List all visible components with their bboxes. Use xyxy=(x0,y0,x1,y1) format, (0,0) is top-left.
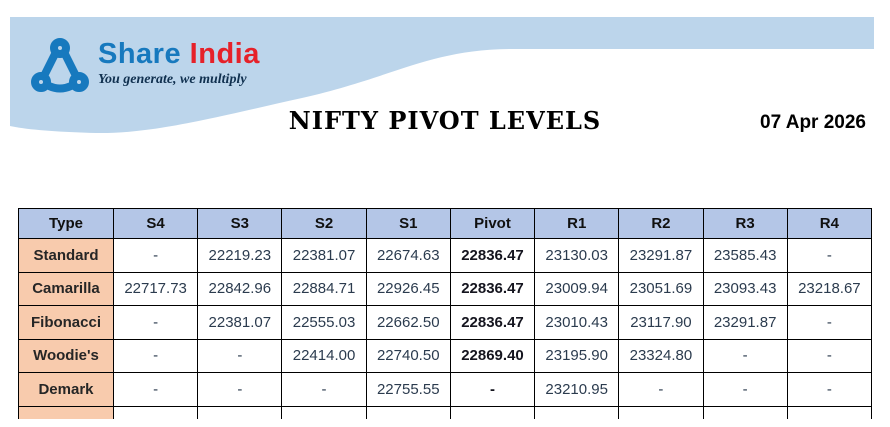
table-row: Demark - - -22755.55-23210.95- - - xyxy=(18,372,873,407)
table-head: Type S4 S3 S2 S1 Pivot R1 R2 R3 R4 xyxy=(18,208,873,239)
brand-tagline: You generate, we multiply xyxy=(98,72,247,87)
brand-name-india: India xyxy=(189,38,260,70)
row-label: Standard xyxy=(18,238,114,273)
row-label: Demark xyxy=(18,372,114,407)
table-row: Fibonacci -22381.07 22555.03 22662.50 22836.… xyxy=(18,305,873,340)
column-header: S1 xyxy=(365,208,451,239)
brand-name-share: Share xyxy=(98,38,182,70)
value-cell: - xyxy=(112,372,199,407)
truncated-cell xyxy=(534,405,620,419)
value-cell: - xyxy=(786,305,873,340)
truncated-cell xyxy=(197,405,283,419)
value-cell: 22842.96 xyxy=(197,271,283,306)
value-cell: - xyxy=(112,305,199,340)
value-cell: - xyxy=(786,372,873,407)
brand-name: Share India xyxy=(98,40,260,69)
share-india-knot-icon xyxy=(31,38,89,93)
column-header: R2 xyxy=(618,208,704,239)
value-cell: 22717.73 xyxy=(112,271,199,306)
pivot-table: Type S4 S3 S2 S1 Pivot R1 R2 R3 R4 Standard -22219… xyxy=(18,208,873,419)
value-cell: 23291.87 xyxy=(618,238,704,273)
pivot-value-cell: 22836.47 xyxy=(449,305,536,340)
brand-text: Share India You generate, we multiply xyxy=(98,36,260,88)
value-cell: 22381.07 xyxy=(281,238,367,273)
value-cell: 23585.43 xyxy=(702,238,788,273)
value-cell: 23218.67 xyxy=(786,271,873,306)
value-cell: 22740.50 xyxy=(365,338,451,373)
value-cell: - xyxy=(702,372,788,407)
truncated-cell xyxy=(449,405,536,419)
value-cell: 23195.90 xyxy=(534,338,620,373)
pivot-value-cell: 22836.47 xyxy=(449,271,536,306)
pivot-value-cell: 22836.47 xyxy=(449,238,536,273)
value-cell: - xyxy=(786,338,873,373)
value-cell: - xyxy=(281,372,367,407)
value-cell: - xyxy=(786,238,873,273)
truncated-cell xyxy=(786,405,873,419)
page-title: NIFTY PIVOT LEVELS xyxy=(288,106,602,135)
header-wave-band xyxy=(10,17,874,134)
title-row: NIFTY PIVOT LEVELS xyxy=(0,106,890,135)
value-cell: 23009.94 xyxy=(534,271,620,306)
table-row: Camarilla 22717.73 22842.96 22884.71 22926.4… xyxy=(18,271,873,306)
truncated-cell xyxy=(702,405,788,419)
value-cell: 22926.45 xyxy=(365,271,451,306)
value-cell: - xyxy=(618,372,704,407)
value-cell: 23291.87 xyxy=(702,305,788,340)
value-cell: 22414.00 xyxy=(281,338,367,373)
wave-shape xyxy=(10,17,874,134)
value-cell: 22219.23 xyxy=(197,238,283,273)
value-cell: - xyxy=(197,372,283,407)
value-cell: 22884.71 xyxy=(281,271,367,306)
truncated-cell xyxy=(365,405,451,419)
value-cell: 23051.69 xyxy=(618,271,704,306)
value-cell: 22662.50 xyxy=(365,305,451,340)
value-cell: 22674.63 xyxy=(365,238,451,273)
value-cell: - xyxy=(702,338,788,373)
pivot-value-cell: 22869.40 xyxy=(449,338,536,373)
truncated-cell xyxy=(618,405,704,419)
row-label: Camarilla xyxy=(18,271,114,306)
column-header: Type xyxy=(18,208,114,239)
brand-logo: Share India You generate, we multiply xyxy=(30,36,260,96)
table-row: Standard -22219.23 22381.07 22674.63 22836.4… xyxy=(18,238,873,273)
value-cell: 23010.43 xyxy=(534,305,620,340)
truncated-row xyxy=(18,405,873,419)
value-cell: - xyxy=(112,238,199,273)
truncated-cell xyxy=(112,405,199,419)
value-cell: 23093.43 xyxy=(702,271,788,306)
column-header: R3 xyxy=(702,208,788,239)
column-header: R4 xyxy=(786,208,873,239)
report-date: 07 Apr 2026 xyxy=(760,112,866,133)
truncated-cell xyxy=(281,405,367,419)
value-cell: 22555.03 xyxy=(281,305,367,340)
column-header: R1 xyxy=(534,208,620,239)
pivot-value-cell: - xyxy=(449,372,536,407)
column-header: S3 xyxy=(197,208,283,239)
header-row: Type S4 S3 S2 S1 Pivot R1 R2 R3 R4 xyxy=(18,208,873,239)
value-cell: - xyxy=(197,338,283,373)
value-cell: 23210.95 xyxy=(534,372,620,407)
value-cell: 23324.80 xyxy=(618,338,704,373)
value-cell: 23117.90 xyxy=(618,305,704,340)
value-cell: 22755.55 xyxy=(365,372,451,407)
truncated-cell xyxy=(18,405,114,419)
value-cell: - xyxy=(112,338,199,373)
value-cell: 22381.07 xyxy=(197,305,283,340)
column-header: S2 xyxy=(281,208,367,239)
table-body: Standard -22219.23 22381.07 22674.63 22836.4… xyxy=(18,238,873,419)
value-cell: 23130.03 xyxy=(534,238,620,273)
table-row: Woodie's - -22414.00 22740.50 22869.40 23195.… xyxy=(18,338,873,373)
column-header: Pivot xyxy=(449,208,536,239)
row-label: Fibonacci xyxy=(18,305,114,340)
row-label: Woodie's xyxy=(18,338,114,373)
column-header: S4 xyxy=(112,208,199,239)
